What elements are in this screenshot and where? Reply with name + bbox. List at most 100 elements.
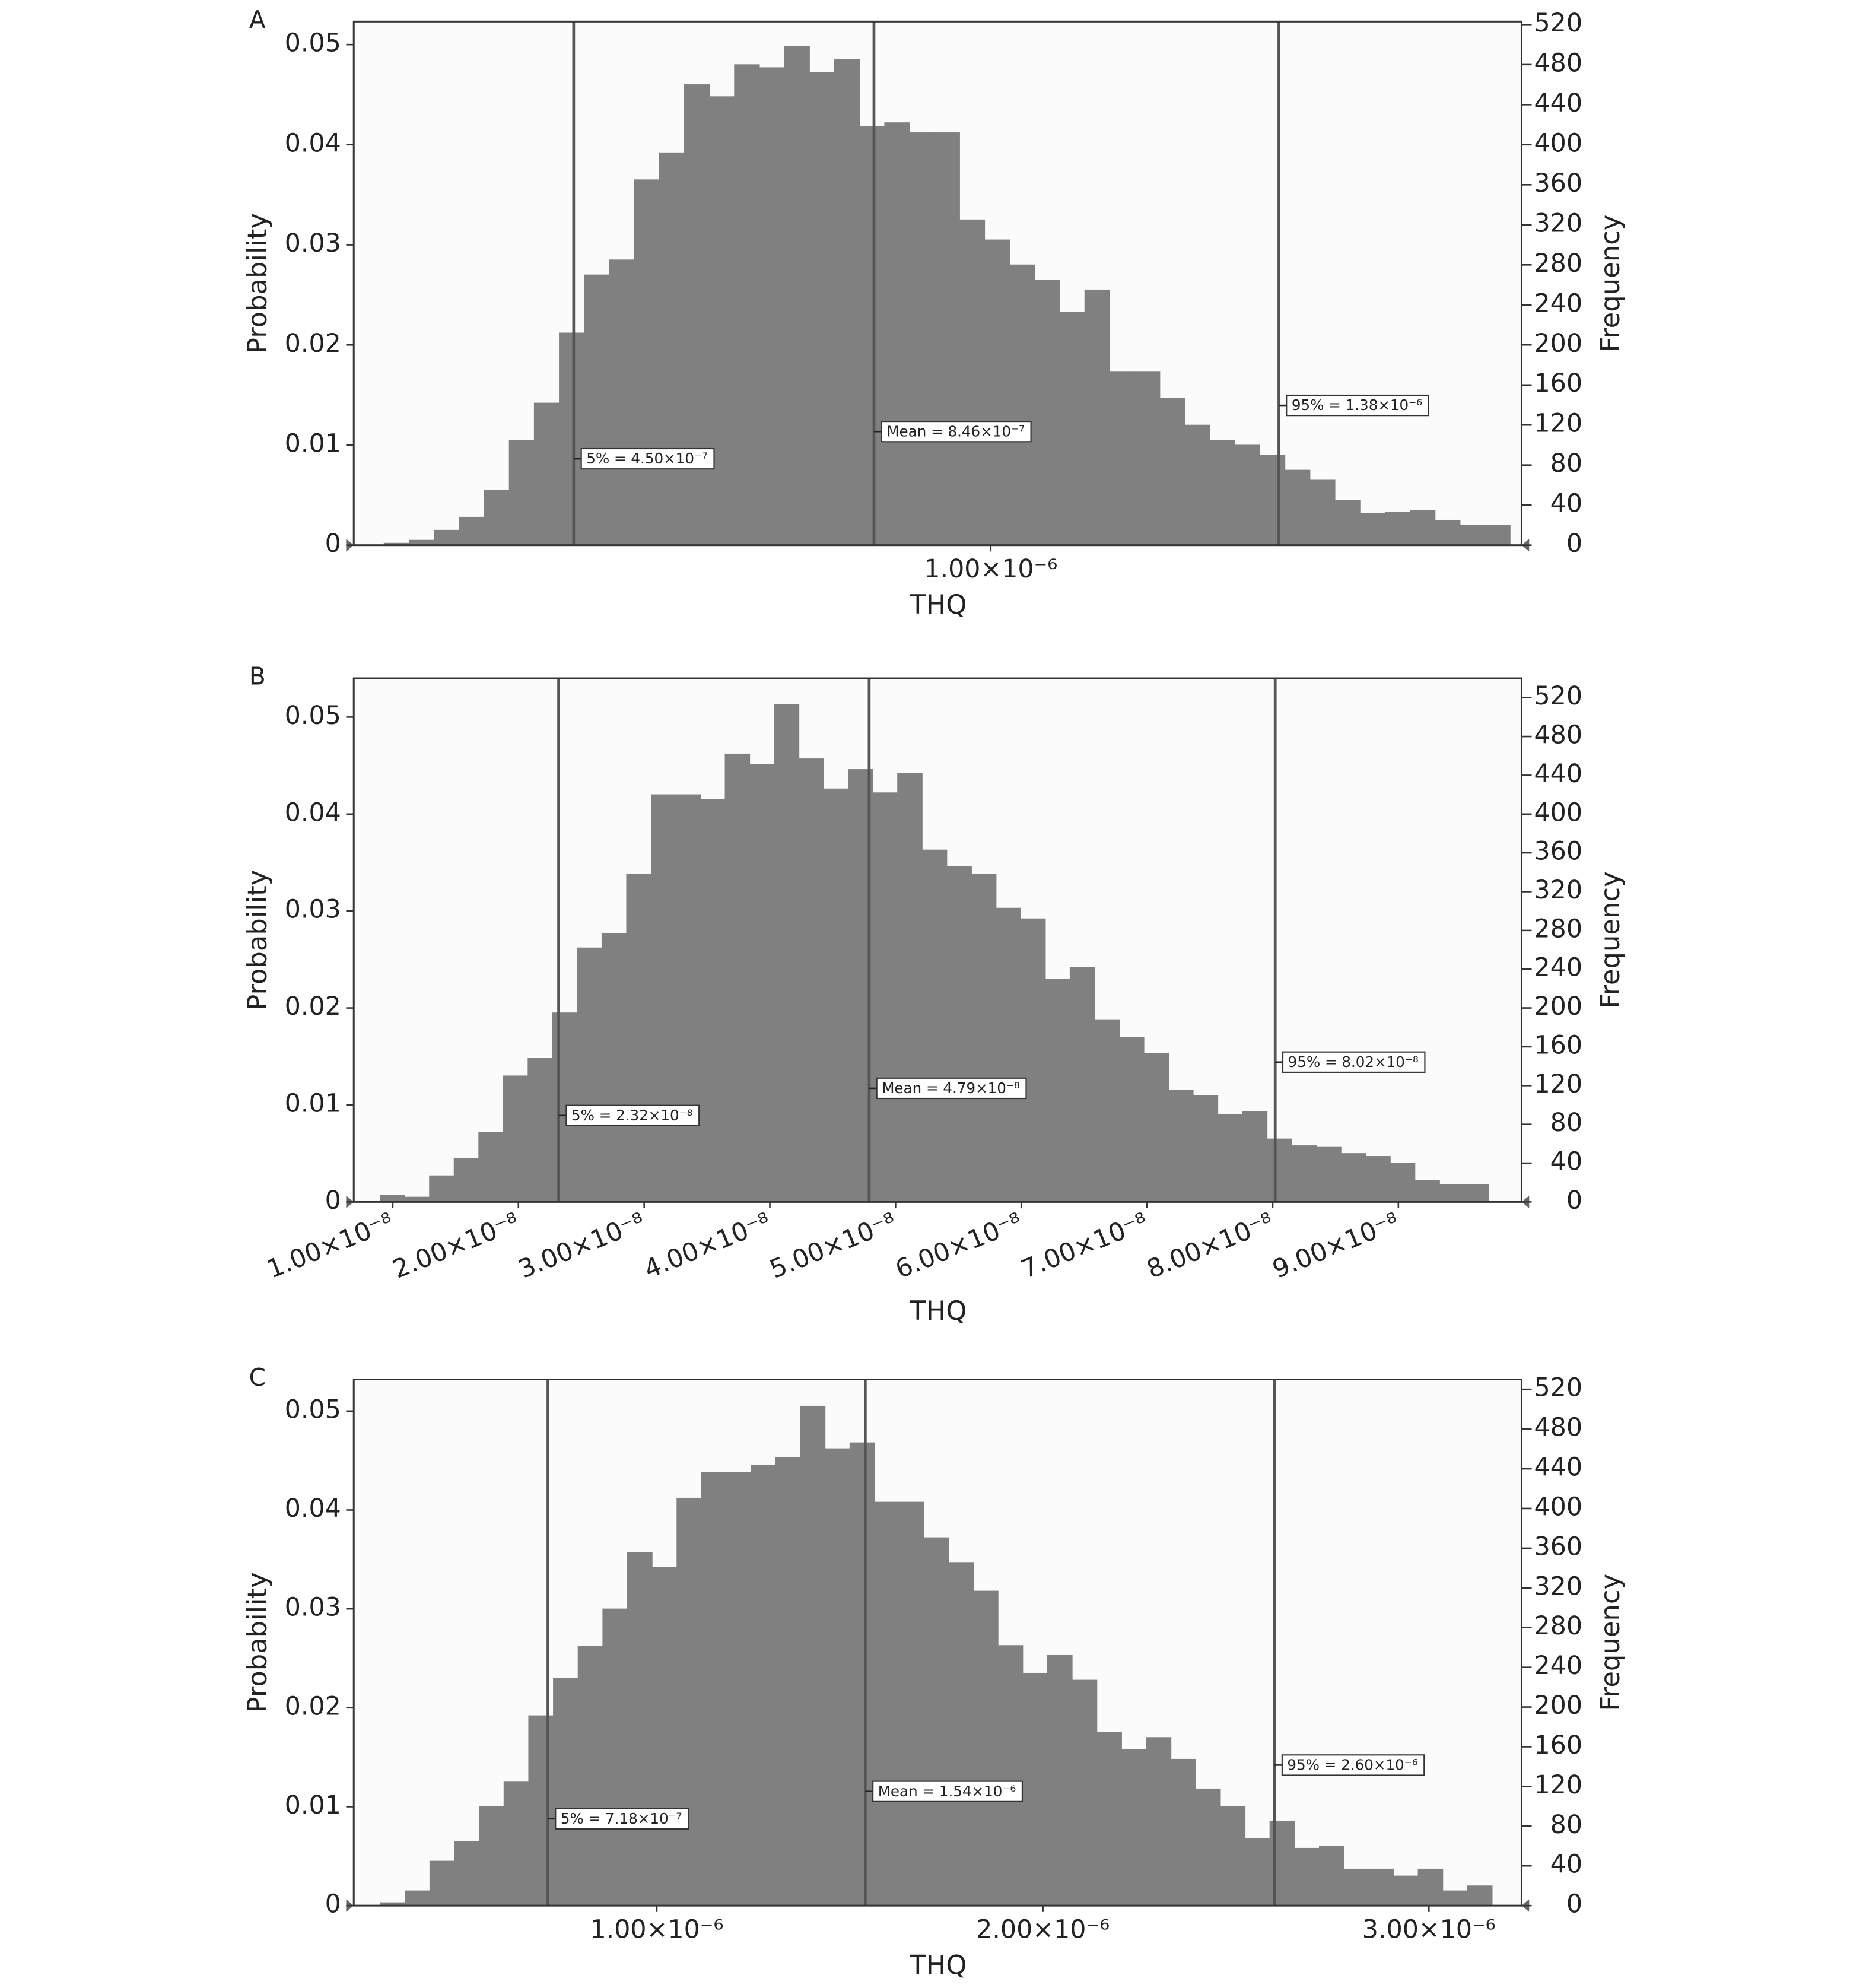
y2-tick-label: 480 xyxy=(1534,720,1582,750)
bar xyxy=(1218,1114,1243,1202)
note-box xyxy=(876,1077,1027,1100)
y-tick-label: 0.02 xyxy=(285,1691,341,1721)
bar xyxy=(1072,1679,1098,1906)
bar xyxy=(1340,1153,1366,1202)
panel-label: C xyxy=(249,1363,266,1392)
note-label: 5% = 4.50×10⁻⁷ xyxy=(586,450,708,467)
y2-tick-label: 320 xyxy=(1534,208,1582,238)
y2-tick-label: 120 xyxy=(1534,1770,1582,1800)
x-tick-label: 8.00×10⁻⁸ xyxy=(1143,1207,1277,1285)
bar xyxy=(1109,371,1136,546)
bar xyxy=(800,1405,826,1906)
bar xyxy=(1171,1758,1196,1906)
note-label: Mean = 1.54×10⁻⁶ xyxy=(878,1783,1016,1800)
x-tick-label: 9.00×10⁻⁸ xyxy=(1269,1207,1403,1285)
y2-tick-label: 280 xyxy=(1534,249,1582,278)
bar xyxy=(528,1715,554,1906)
x-tick-label: 1.00×10⁻⁶ xyxy=(590,1914,724,1944)
bar xyxy=(884,122,910,546)
y2-tick-label: 360 xyxy=(1534,1532,1582,1561)
bar xyxy=(959,219,986,546)
y2-tick-label: 80 xyxy=(1550,449,1582,478)
y2-tick-label: 240 xyxy=(1534,288,1582,318)
bar xyxy=(684,84,710,546)
panel: 5% = 7.18×10⁻⁷ Mean = 1.54×10⁻⁶ 95% = 2.60… xyxy=(241,1363,1626,1980)
bar xyxy=(859,126,885,546)
note-box xyxy=(872,1780,1023,1802)
bar xyxy=(429,1860,455,1906)
y2-tick-label: 440 xyxy=(1534,759,1582,789)
bar xyxy=(1291,1145,1317,1202)
bar xyxy=(1195,1788,1221,1906)
y-tick-label: 0 xyxy=(325,1186,341,1215)
bar xyxy=(1159,398,1185,546)
bar xyxy=(921,849,948,1202)
bar xyxy=(823,788,849,1202)
bar xyxy=(1294,1847,1320,1906)
bar xyxy=(434,529,460,546)
y2-tick-label: 80 xyxy=(1550,1108,1582,1138)
bar xyxy=(627,1552,653,1906)
bar xyxy=(1146,1737,1172,1906)
y2-axis-title: Frequency xyxy=(1594,1574,1626,1711)
y-tick-label: 0.03 xyxy=(285,895,341,925)
bar xyxy=(1234,444,1261,546)
bar xyxy=(609,259,635,546)
x-tick-label: 4.00×10⁻⁸ xyxy=(640,1207,775,1285)
y2-tick-label: 120 xyxy=(1534,409,1582,439)
bar xyxy=(1384,512,1411,546)
note-box xyxy=(555,1808,689,1830)
note-label: Mean = 4.79×10⁻⁸ xyxy=(882,1079,1019,1097)
panel-label: B xyxy=(249,662,266,691)
bar xyxy=(934,132,960,546)
bar xyxy=(971,874,997,1202)
bar xyxy=(1435,519,1461,546)
bar xyxy=(726,1472,752,1906)
bar xyxy=(380,1195,405,1202)
bar xyxy=(751,1465,776,1906)
bar xyxy=(1184,424,1210,546)
bar xyxy=(405,1890,430,1906)
bar xyxy=(923,1537,949,1906)
bar xyxy=(651,1567,678,1906)
y2-tick-label: 200 xyxy=(1534,992,1582,1021)
plot-frame xyxy=(352,677,1522,1203)
bar xyxy=(1118,1037,1145,1202)
bar xyxy=(972,1590,999,1906)
bar xyxy=(484,490,510,546)
y2-tick-label: 440 xyxy=(1534,88,1582,118)
bar xyxy=(1415,1180,1440,1202)
y-tick-label: 0.04 xyxy=(285,128,341,158)
y-axis-title: Probability xyxy=(241,870,273,1011)
bar xyxy=(553,1678,578,1906)
note-label: 95% = 8.02×10⁻⁸ xyxy=(1288,1053,1419,1071)
bar xyxy=(1259,455,1286,546)
plot-frame xyxy=(352,1378,1522,1907)
bar xyxy=(508,440,535,546)
bar xyxy=(724,753,751,1202)
bar xyxy=(849,1442,875,1906)
bar xyxy=(527,1058,553,1202)
y-axis-title: Probability xyxy=(241,213,273,354)
y2-tick-label: 160 xyxy=(1534,1030,1582,1060)
x-tick-label: 6.00×10⁻⁸ xyxy=(891,1207,1026,1285)
bar xyxy=(454,1841,480,1906)
bar xyxy=(1121,1749,1147,1906)
y2-tick-label: 320 xyxy=(1534,875,1582,905)
bar xyxy=(1467,1885,1493,1906)
y-tick-label: 0.02 xyxy=(285,992,341,1021)
bar xyxy=(774,704,800,1202)
bar xyxy=(676,1497,703,1906)
y2-tick-label: 280 xyxy=(1534,1611,1582,1641)
y-tick-label: 0.04 xyxy=(285,1494,341,1523)
y2-axis-title: Frequency xyxy=(1594,215,1626,352)
bar xyxy=(899,1501,924,1906)
x-tick-label: 3.00×10⁻⁶ xyxy=(1362,1914,1496,1944)
bar xyxy=(1168,1090,1194,1202)
y2-tick-label: 200 xyxy=(1534,1691,1582,1720)
y-tick-label: 0.03 xyxy=(285,228,341,258)
bar xyxy=(1084,289,1110,546)
bar xyxy=(1439,1184,1465,1202)
bar xyxy=(479,1806,504,1906)
